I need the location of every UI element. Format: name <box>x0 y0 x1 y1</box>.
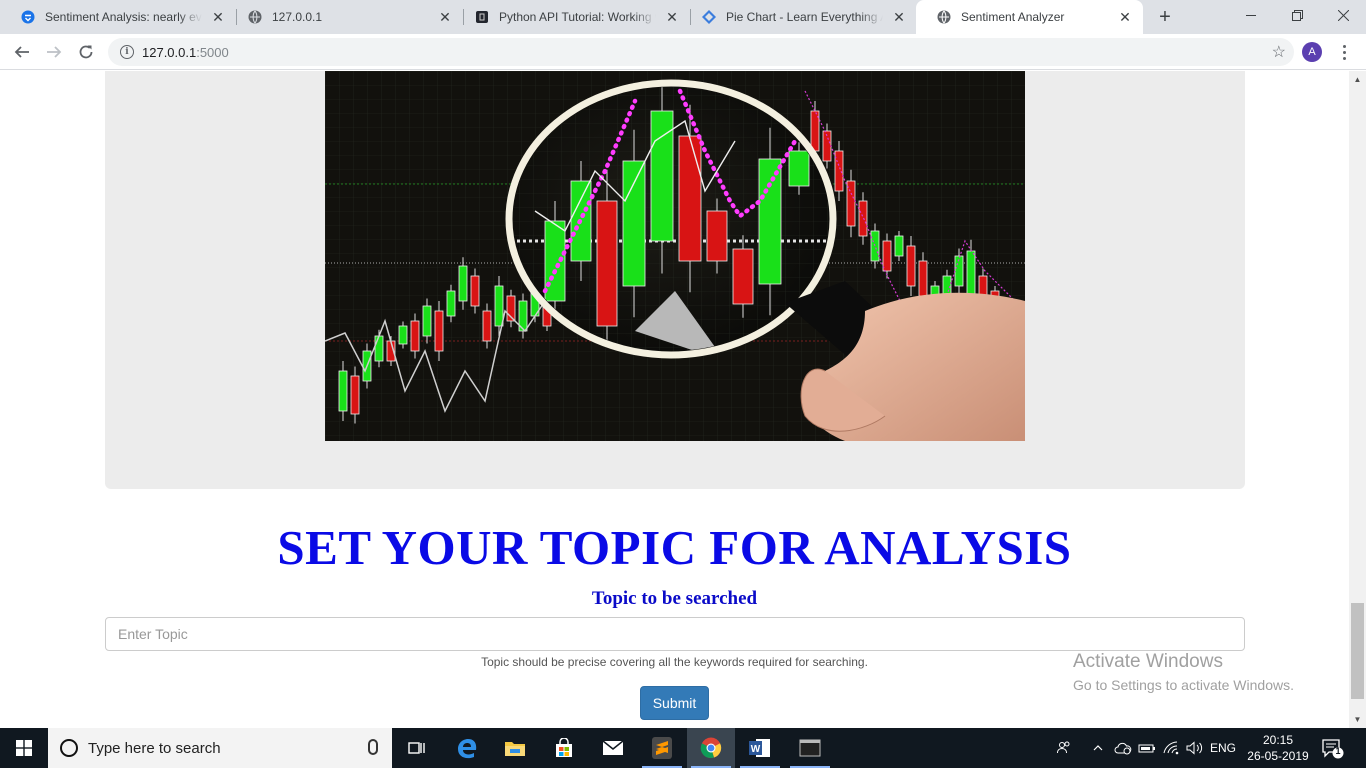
submit-button[interactable]: Submit <box>640 686 709 720</box>
page-viewport: SET YOUR TOPIC FOR ANALYSIS Topic to be … <box>0 71 1349 728</box>
address-bar[interactable]: i 127.0.0.1:5000 ☆ <box>108 38 1294 66</box>
svg-text:W: W <box>751 744 761 755</box>
page-title: SET YOUR TOPIC FOR ANALYSIS <box>277 520 1072 575</box>
browser-menu-icon[interactable] <box>1336 40 1352 64</box>
cloud-sync-icon[interactable] <box>1112 728 1134 768</box>
tab-title: Sentiment Analysis: nearly every <box>45 10 202 24</box>
clock[interactable]: 20:15 26-05-2019 <box>1238 732 1318 764</box>
reload-button[interactable] <box>72 38 100 66</box>
tab-sentiment-analyzer[interactable]: Sentiment Analyzer ✕ <box>916 0 1143 34</box>
scroll-thumb[interactable] <box>1351 603 1364 699</box>
windows-start-button[interactable] <box>0 728 48 768</box>
stock-chart-magnifier-image <box>325 71 1025 441</box>
url-host: 127.0.0.1 <box>142 44 197 60</box>
chrome-icon[interactable] <box>687 728 735 768</box>
shield-icon <box>20 9 36 25</box>
clock-time: 20:15 <box>1262 733 1294 747</box>
globe-icon <box>936 9 952 25</box>
edge-icon[interactable] <box>443 728 491 768</box>
page-scrollbar[interactable]: ▲ ▼ <box>1349 71 1366 728</box>
topic-input[interactable] <box>105 617 1245 651</box>
windows-logo-icon <box>16 740 32 756</box>
file-explorer-icon[interactable] <box>491 728 539 768</box>
tab-separator <box>690 9 691 25</box>
close-icon[interactable]: ✕ <box>1119 8 1131 25</box>
tab-sentiment-analysis[interactable]: Sentiment Analysis: nearly every ✕ <box>0 0 236 34</box>
new-tab-button[interactable]: + <box>1159 5 1171 28</box>
cortana-icon <box>60 739 78 757</box>
star-icon[interactable]: ☆ <box>1271 44 1286 61</box>
clock-date: 26-05-2019 <box>1247 749 1309 763</box>
window-close-button[interactable] <box>1320 0 1366 30</box>
profile-avatar[interactable]: A <box>1302 42 1322 62</box>
volume-icon[interactable] <box>1184 728 1206 768</box>
taskbar-search-box[interactable]: Type here to search <box>48 728 392 768</box>
close-icon[interactable]: ✕ <box>666 8 678 25</box>
tab-localhost[interactable]: 127.0.0.1 ✕ <box>227 0 463 34</box>
tab-pie-chart[interactable]: Pie Chart - Learn Everything Ab ✕ <box>681 0 917 34</box>
tab-strip: Sentiment Analysis: nearly every ✕ 127.0… <box>0 0 1366 34</box>
sublime-text-icon[interactable] <box>638 728 686 768</box>
tab-python-api-tutorial[interactable]: Python API Tutorial: Working wi ✕ <box>454 0 690 34</box>
watermark-subtitle: Go to Settings to activate Windows. <box>1073 677 1294 693</box>
back-button[interactable] <box>8 38 36 66</box>
watermark-title: Activate Windows <box>1073 651 1223 672</box>
info-icon[interactable]: i <box>120 45 134 59</box>
microphone-icon[interactable] <box>368 739 378 755</box>
close-icon[interactable]: ✕ <box>439 8 451 25</box>
tab-separator <box>236 9 237 25</box>
wifi-icon[interactable] <box>1160 728 1182 768</box>
tab-separator <box>463 9 464 25</box>
topic-help-text: Topic should be precise covering all the… <box>481 655 868 669</box>
terminal-icon[interactable] <box>786 728 834 768</box>
diamond-logo-icon <box>701 9 717 25</box>
browser-toolbar: i 127.0.0.1:5000 ☆ A <box>0 34 1366 70</box>
scroll-up-arrow-icon[interactable]: ▲ <box>1353 75 1362 84</box>
store-icon[interactable] <box>540 728 588 768</box>
tab-title: 127.0.0.1 <box>272 10 323 24</box>
forward-button[interactable] <box>40 38 68 66</box>
scroll-down-arrow-icon[interactable]: ▼ <box>1353 715 1362 724</box>
tab-title: Pie Chart - Learn Everything Ab <box>726 10 883 24</box>
restore-button[interactable] <box>1274 0 1320 30</box>
mail-icon[interactable] <box>589 728 637 768</box>
close-icon[interactable]: ✕ <box>893 8 905 25</box>
tab-title: Python API Tutorial: Working wi <box>499 10 656 24</box>
dark-square-icon <box>474 9 490 25</box>
people-icon[interactable] <box>1052 728 1076 768</box>
language-indicator[interactable]: ENG <box>1209 741 1236 755</box>
chevron-up-icon[interactable] <box>1090 728 1106 768</box>
minimize-button[interactable] <box>1228 0 1274 30</box>
word-icon[interactable]: W <box>736 728 784 768</box>
notification-count-badge: 1 <box>1335 746 1341 756</box>
action-center-icon[interactable]: 1 <box>1320 736 1344 760</box>
windows-taskbar: Type here to search W <box>0 728 1366 768</box>
topic-label: Topic to be searched <box>591 588 758 609</box>
taskbar-search-placeholder: Type here to search <box>88 739 221 757</box>
close-icon[interactable]: ✕ <box>212 8 224 25</box>
tab-title: Sentiment Analyzer <box>961 10 1065 24</box>
url-port: :5000 <box>196 44 229 60</box>
globe-icon <box>247 9 263 25</box>
activate-windows-watermark: Activate Windows Go to Settings to activ… <box>1073 651 1294 693</box>
task-view-icon[interactable] <box>393 728 441 768</box>
battery-icon[interactable] <box>1136 728 1158 768</box>
hero-jumbotron <box>105 71 1245 489</box>
